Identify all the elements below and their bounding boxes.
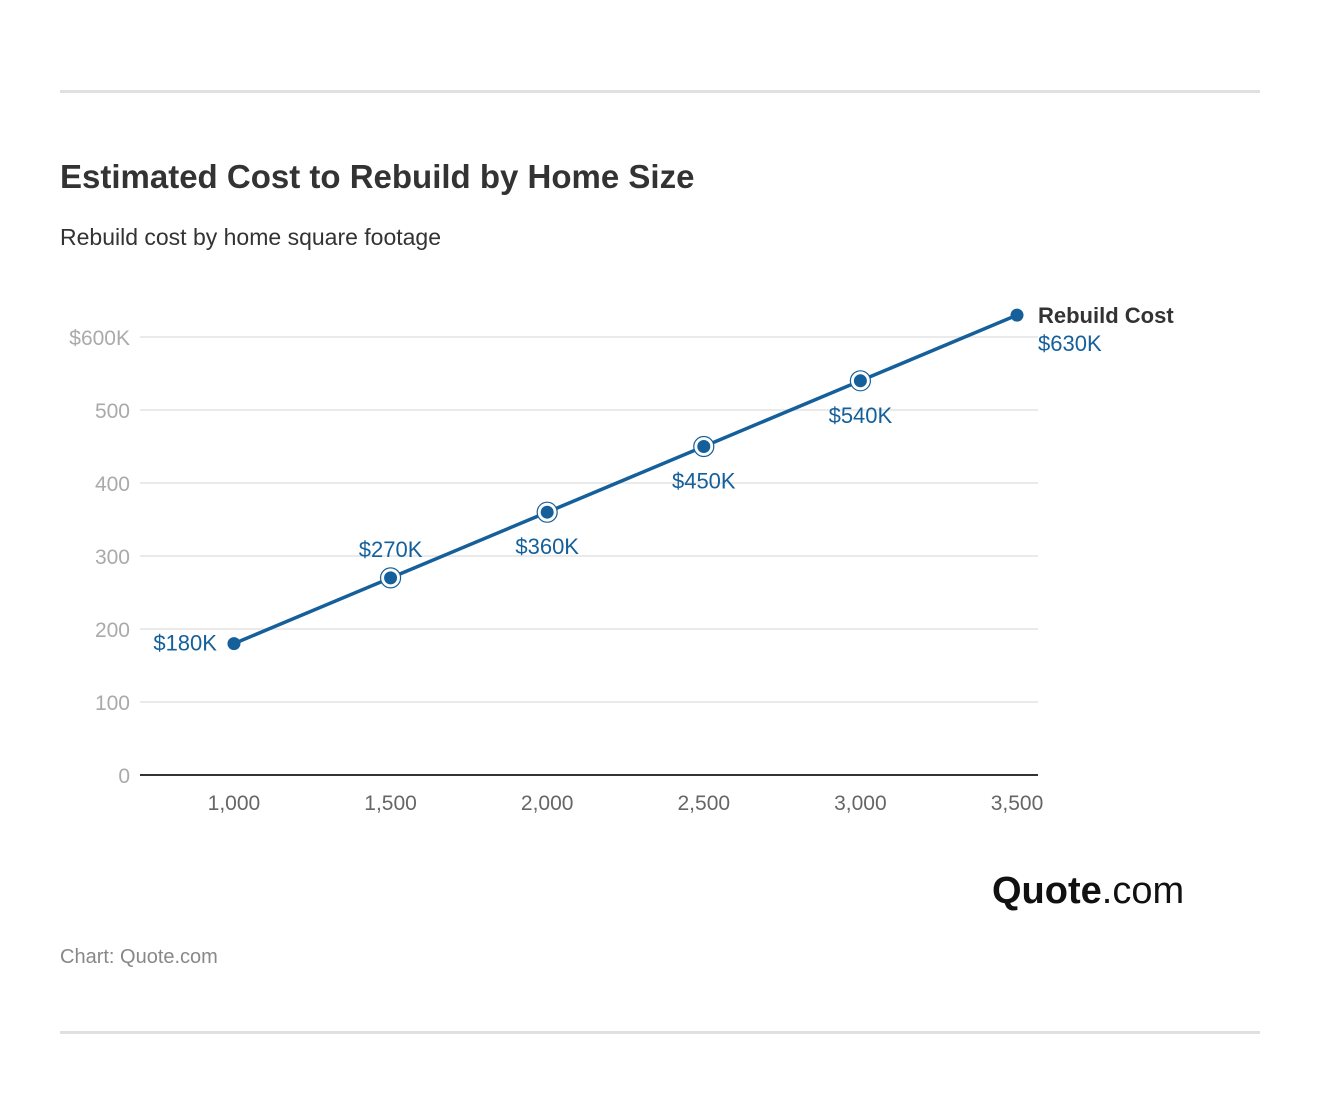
x-tick-label: 1,000 bbox=[208, 792, 261, 815]
data-point bbox=[540, 505, 554, 519]
grid-lines bbox=[140, 336, 1038, 776]
data-label: $270K bbox=[359, 537, 423, 562]
series-line bbox=[233, 313, 1018, 646]
data-point bbox=[1010, 308, 1024, 322]
y-tick-label: 400 bbox=[95, 473, 130, 496]
chart-title: Estimated Cost to Rebuild by Home Size bbox=[60, 158, 695, 195]
series-line-layer bbox=[233, 313, 1018, 646]
data-point bbox=[384, 571, 398, 585]
data-point bbox=[853, 374, 867, 388]
x-axis-ticks: 1,000 1,500 2,000 2,500 3,000 3,500 bbox=[208, 792, 1044, 815]
x-tick-label: 3,000 bbox=[834, 792, 887, 815]
top-divider bbox=[60, 90, 1260, 93]
x-tick-label: 3,500 bbox=[991, 792, 1044, 815]
data-label: $180K bbox=[153, 631, 217, 656]
x-tick-label: 1,500 bbox=[364, 792, 417, 815]
y-tick-label: $600K bbox=[69, 327, 130, 350]
data-point bbox=[697, 440, 711, 453]
y-tick-label: 300 bbox=[95, 546, 130, 569]
series-points bbox=[227, 308, 1024, 651]
chart-subtitle: Rebuild cost by home square footage bbox=[60, 224, 442, 250]
y-tick-label: 500 bbox=[95, 400, 130, 423]
quote-logo: Quote.com bbox=[992, 870, 1185, 912]
y-tick-label: 100 bbox=[95, 692, 130, 715]
series-name-label: Rebuild Cost bbox=[1038, 303, 1174, 328]
x-tick-label: 2,500 bbox=[678, 792, 731, 815]
y-tick-label: 0 bbox=[118, 765, 130, 788]
bottom-divider bbox=[60, 1031, 1260, 1034]
y-axis-ticks: 0 100 200 300 400 500 $600K bbox=[69, 327, 130, 788]
chart-source: Chart: Quote.com bbox=[60, 946, 218, 968]
data-label: $540K bbox=[829, 403, 893, 428]
y-tick-label: 200 bbox=[95, 619, 130, 642]
data-labels: $180K $270K $360K $450K $540K $630K Rebuild Co… bbox=[153, 303, 1174, 655]
x-tick-label: 2,000 bbox=[521, 792, 574, 815]
data-label: $630K bbox=[1038, 331, 1102, 356]
data-label: $360K bbox=[515, 534, 579, 559]
data-label: $450K bbox=[672, 469, 736, 494]
data-point bbox=[227, 637, 241, 651]
